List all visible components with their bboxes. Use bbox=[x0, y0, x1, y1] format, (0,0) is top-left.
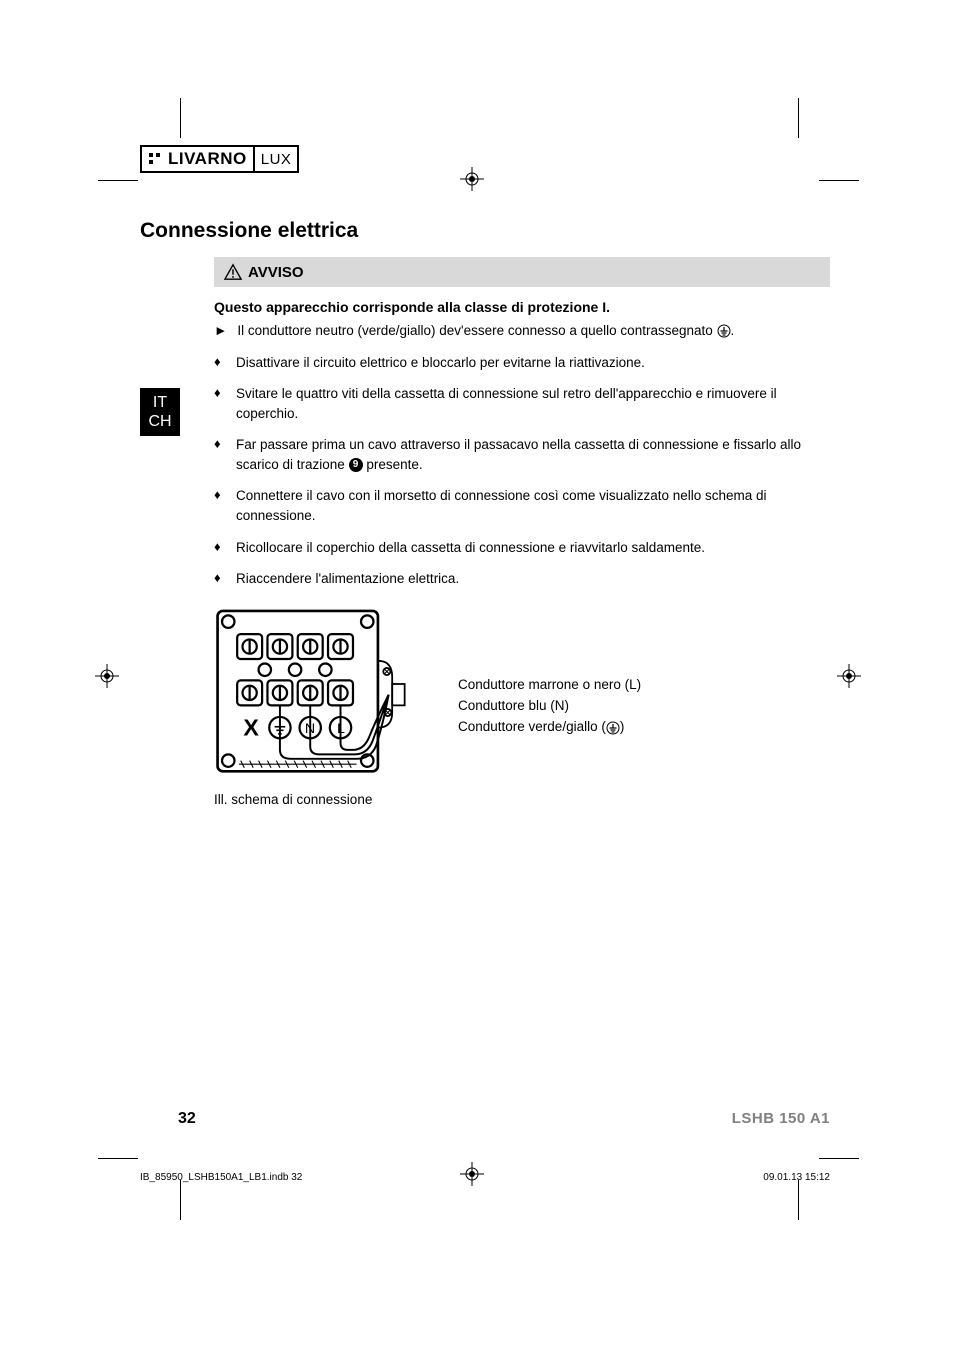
diamond-bullet-icon: ♦ bbox=[214, 569, 224, 589]
arrow-note: ► Il conduttore neutro (verde/giallo) de… bbox=[214, 321, 830, 341]
page-number: 32 bbox=[178, 1110, 196, 1128]
brand-main: LIVARNO bbox=[166, 149, 253, 169]
instruction-item: ♦ Connettere il cavo con il morsetto di … bbox=[214, 486, 830, 525]
brand-sub: LUX bbox=[253, 147, 298, 171]
registration-mark bbox=[95, 664, 119, 688]
conductor-n: Conduttore blu (N) bbox=[458, 696, 641, 717]
warning-box: AVVISO bbox=[214, 257, 830, 287]
diagram-caption: Ill. schema di connessione bbox=[214, 792, 410, 807]
callout-number-icon: 9 bbox=[349, 458, 363, 472]
brand-dots-icon bbox=[142, 152, 166, 166]
diamond-bullet-icon: ♦ bbox=[214, 486, 224, 525]
conductor-l: Conduttore marrone o nero (L) bbox=[458, 675, 641, 696]
instruction-text: Connettere il cavo con il morsetto di co… bbox=[236, 486, 830, 525]
instruction-text: Ricollocare il coperchio della cassetta … bbox=[236, 538, 705, 558]
print-timestamp: 09.01.13 15:12 bbox=[763, 1172, 830, 1183]
instruction-item: ♦ Far passare prima un cavo attraverso i… bbox=[214, 435, 830, 474]
instruction-item: ♦ Svitare le quattro viti della cassetta… bbox=[214, 384, 830, 423]
registration-mark bbox=[837, 664, 861, 688]
warning-label: AVVISO bbox=[248, 264, 304, 281]
diamond-bullet-icon: ♦ bbox=[214, 353, 224, 373]
wiring-diagram: X N L bbox=[214, 607, 410, 807]
diamond-bullet-icon: ♦ bbox=[214, 435, 224, 474]
ground-symbol-icon bbox=[606, 721, 620, 735]
brand-logo: LIVARNO LUX bbox=[140, 145, 299, 173]
print-footer: IB_85950_LSHB150A1_LB1.indb 32 09.01.13 … bbox=[140, 1172, 830, 1183]
page-footer: 32 LSHB 150 A1 bbox=[140, 1110, 830, 1128]
instruction-text: Disattivare il circuito elettrico e bloc… bbox=[236, 353, 645, 373]
instruction-text: Far passare prima un cavo attraverso il … bbox=[236, 435, 830, 474]
instruction-item: ♦ Disattivare il circuito elettrico e bl… bbox=[214, 353, 830, 373]
section-title: Connessione elettrica bbox=[140, 219, 830, 243]
instruction-item: ♦ Riaccendere l'alimentazione elettrica. bbox=[214, 569, 830, 589]
conductor-legend: Conduttore marrone o nero (L) Conduttore… bbox=[458, 675, 641, 738]
ground-symbol-icon bbox=[717, 324, 731, 338]
diamond-bullet-icon: ♦ bbox=[214, 538, 224, 558]
print-file: IB_85950_LSHB150A1_LB1.indb 32 bbox=[140, 1172, 302, 1183]
arrow-note-text: Il conduttore neutro (verde/giallo) dev'… bbox=[237, 321, 734, 341]
instruction-text: Svitare le quattro viti della cassetta d… bbox=[236, 384, 830, 423]
instruction-item: ♦ Ricollocare il coperchio della cassett… bbox=[214, 538, 830, 558]
arrow-marker-icon: ► bbox=[214, 321, 227, 341]
warning-triangle-icon bbox=[224, 263, 242, 281]
conductor-pe: Conduttore verde/giallo () bbox=[458, 717, 641, 738]
svg-text:X: X bbox=[243, 714, 259, 740]
diamond-bullet-icon: ♦ bbox=[214, 384, 224, 423]
protection-class-heading: Questo apparecchio corrisponde alla clas… bbox=[214, 299, 830, 315]
instruction-text: Riaccendere l'alimentazione elettrica. bbox=[236, 569, 459, 589]
model-number: LSHB 150 A1 bbox=[732, 1110, 830, 1127]
